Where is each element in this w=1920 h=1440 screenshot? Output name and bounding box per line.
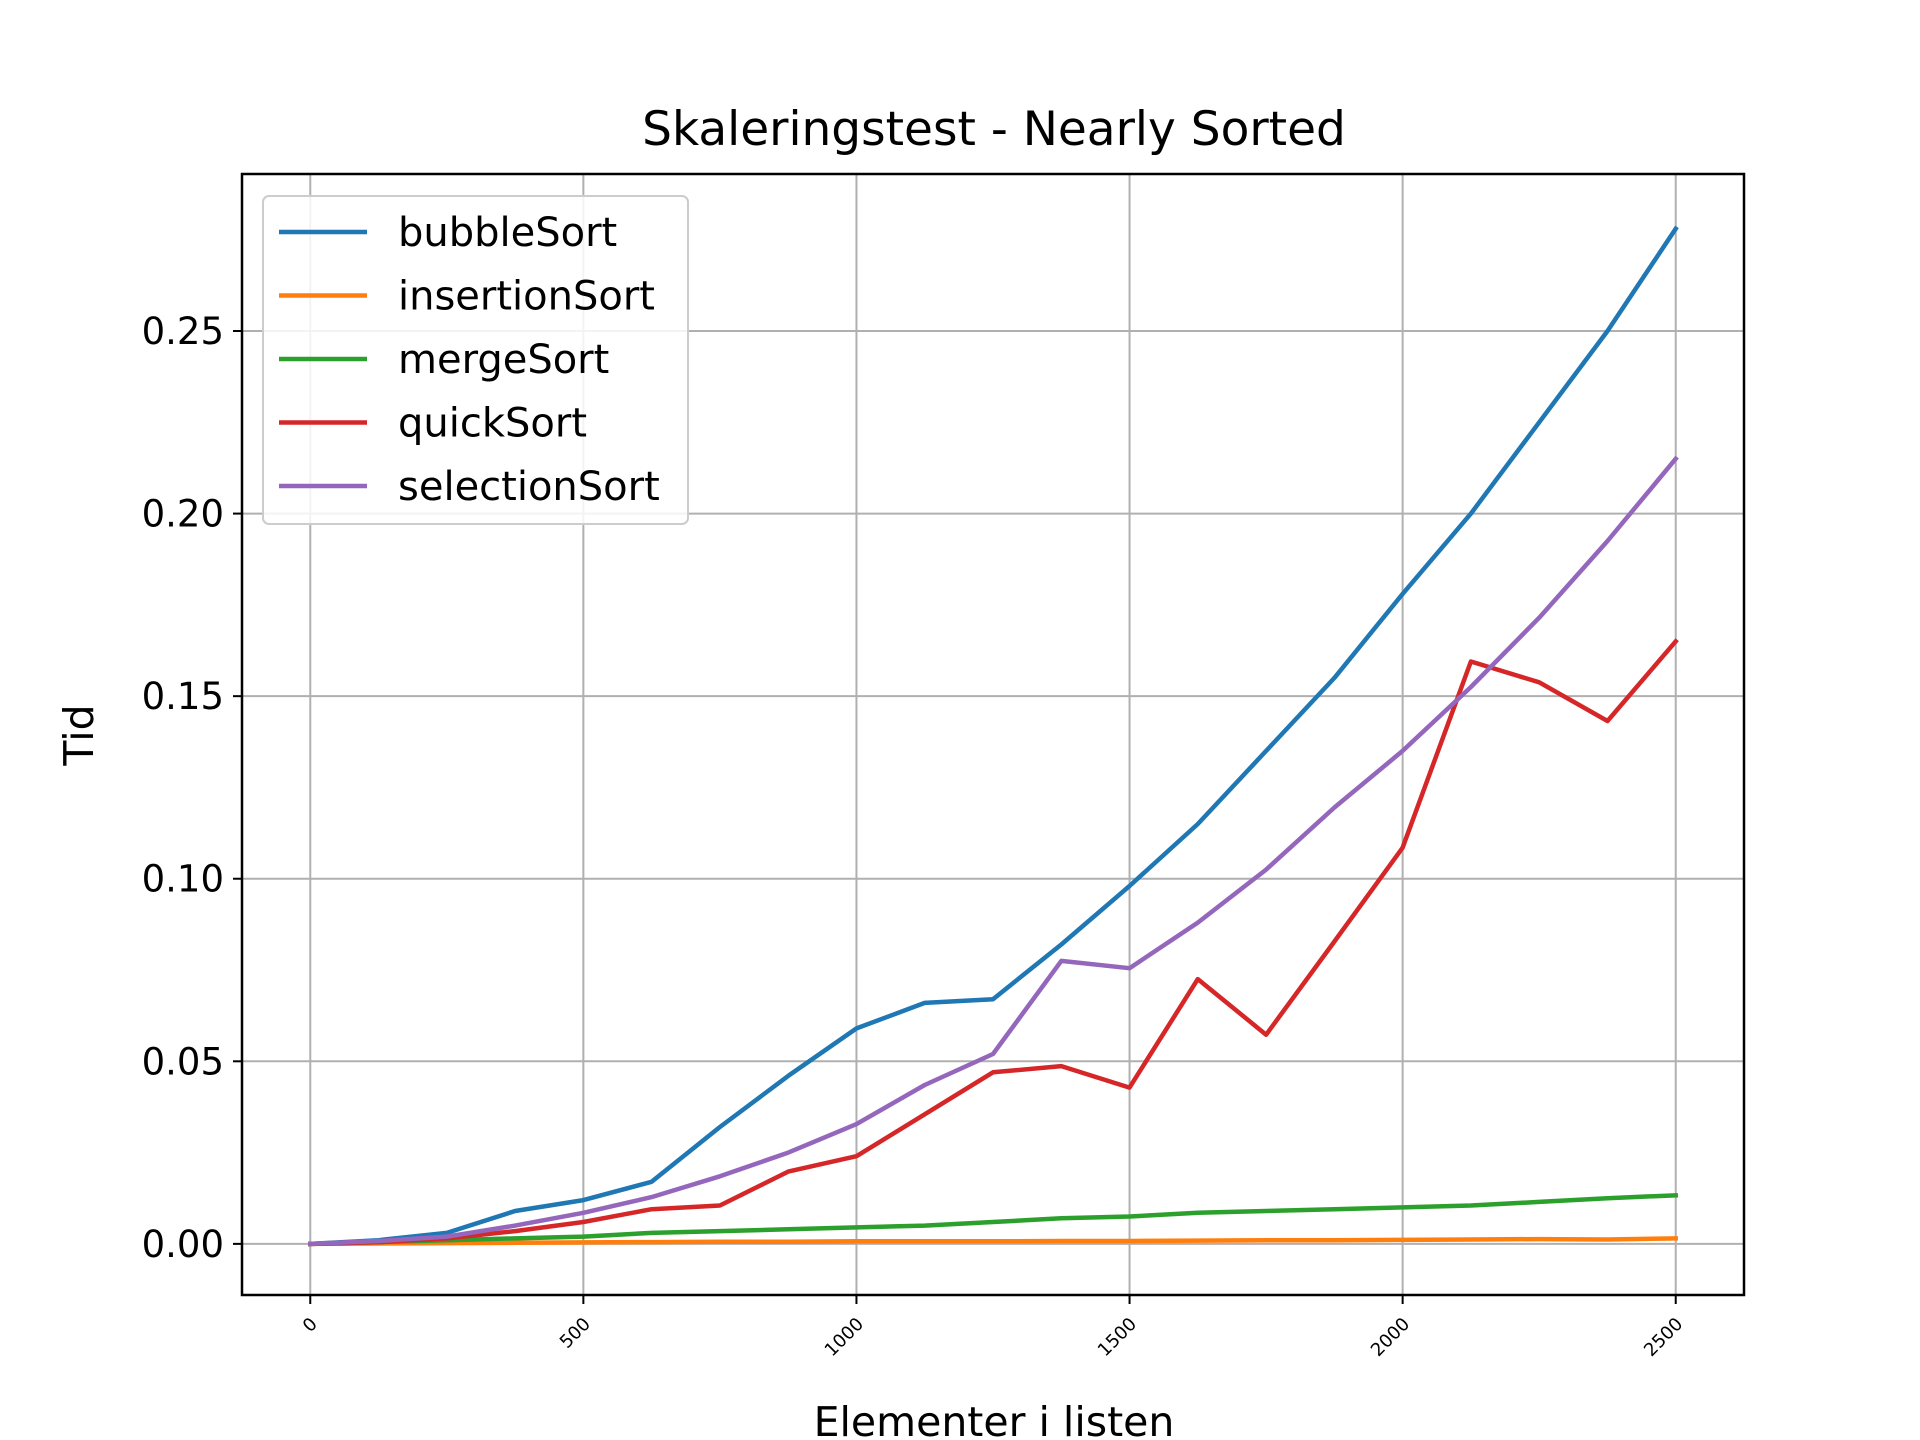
x-tick-label: 1500 [1094,1314,1141,1361]
y-tick-label: 0.10 [142,858,224,901]
x-tick-label: 2000 [1367,1314,1414,1361]
x-axis-label: Elementer i listen [814,1398,1175,1440]
y-tick-label: 0.15 [142,675,224,718]
legend-label-mergeSort: mergeSort [398,337,609,383]
legend-label-quickSort: quickSort [398,401,587,447]
y-tick-label: 0.25 [142,310,224,353]
legend-box [262,195,689,525]
series-line-insertionSort [308,1236,1678,1247]
x-tick-label: 0 [299,1314,322,1337]
chart-title: Skaleringstest - Nearly Sorted [642,102,1346,157]
legend-label-bubbleSort: bubbleSort [398,210,617,256]
x-tick-label: 1000 [821,1314,868,1361]
legend-label-selectionSort: selectionSort [398,464,660,510]
x-tick-label: 2500 [1640,1314,1687,1361]
y-tick-label: 0.05 [142,1040,224,1083]
y-axis-label: Tid [55,704,103,766]
series-line-quickSort [307,638,1679,1247]
plot-frame [240,172,1746,1297]
series-lines [307,225,1679,1247]
series-line-bubbleSort [307,225,1679,1247]
y-tick-label: 0.00 [142,1223,224,1266]
legend-label-insertionSort: insertionSort [398,274,655,320]
series-line-mergeSort [307,1192,1679,1247]
y-tick-label: 0.20 [142,493,224,536]
series-line-selectionSort [307,455,1679,1247]
legend: bubbleSort insertionSort mergeSort quickSor… [262,195,689,525]
x-tick-label: 500 [556,1314,595,1353]
